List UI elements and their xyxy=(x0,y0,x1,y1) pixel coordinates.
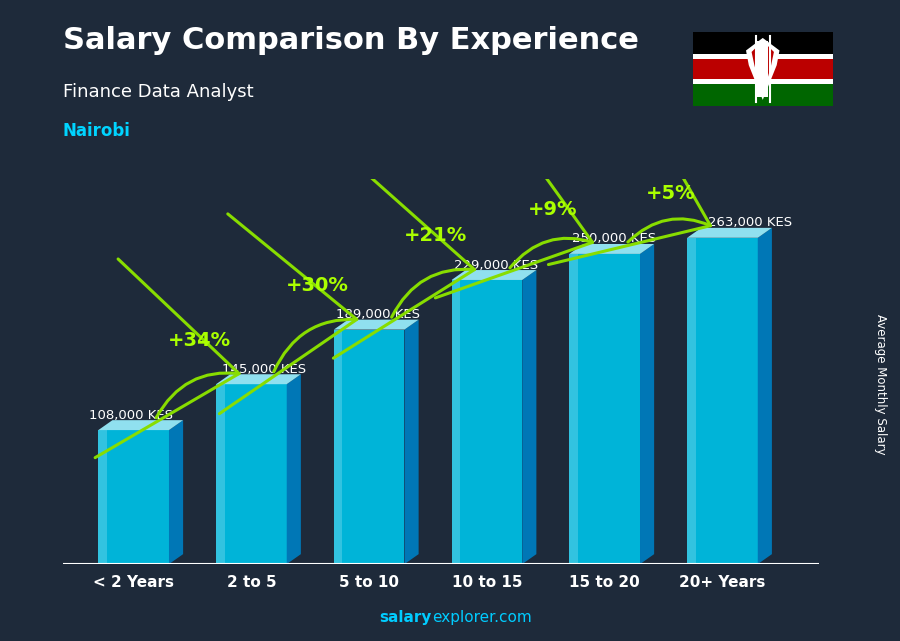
Text: +9%: +9% xyxy=(528,200,578,219)
FancyArrowPatch shape xyxy=(548,81,710,265)
Polygon shape xyxy=(687,228,772,238)
Bar xyxy=(693,32,832,54)
Text: Average Monthly Salary: Average Monthly Salary xyxy=(874,314,886,455)
Polygon shape xyxy=(452,280,522,564)
Polygon shape xyxy=(687,238,696,564)
Polygon shape xyxy=(334,320,418,329)
Polygon shape xyxy=(452,270,536,280)
Polygon shape xyxy=(334,329,342,564)
Bar xyxy=(693,58,832,79)
Bar xyxy=(693,54,832,58)
Polygon shape xyxy=(334,329,404,564)
Polygon shape xyxy=(570,254,578,564)
Polygon shape xyxy=(169,420,183,564)
Text: explorer.com: explorer.com xyxy=(432,610,532,625)
Polygon shape xyxy=(216,384,287,564)
Polygon shape xyxy=(287,374,301,564)
Text: Nairobi: Nairobi xyxy=(63,122,130,140)
Polygon shape xyxy=(98,420,183,430)
Polygon shape xyxy=(752,41,774,96)
Text: +21%: +21% xyxy=(403,226,467,246)
Polygon shape xyxy=(570,254,640,564)
Text: 263,000 KES: 263,000 KES xyxy=(708,216,792,229)
FancyArrowPatch shape xyxy=(436,107,592,298)
Polygon shape xyxy=(216,374,301,384)
Text: salary: salary xyxy=(380,610,432,625)
Text: 108,000 KES: 108,000 KES xyxy=(89,408,173,422)
Text: +5%: +5% xyxy=(646,184,696,203)
Text: +34%: +34% xyxy=(168,331,231,349)
Text: 229,000 KES: 229,000 KES xyxy=(454,258,538,272)
Text: 189,000 KES: 189,000 KES xyxy=(337,308,420,321)
FancyArrowPatch shape xyxy=(95,259,239,458)
Polygon shape xyxy=(404,320,419,564)
Polygon shape xyxy=(216,384,225,564)
Polygon shape xyxy=(758,228,772,564)
Text: 145,000 KES: 145,000 KES xyxy=(222,363,306,376)
Text: 250,000 KES: 250,000 KES xyxy=(572,233,656,246)
Text: Finance Data Analyst: Finance Data Analyst xyxy=(63,83,254,101)
FancyArrowPatch shape xyxy=(333,159,474,358)
Polygon shape xyxy=(522,270,536,564)
Polygon shape xyxy=(640,244,654,564)
Polygon shape xyxy=(570,244,654,254)
Polygon shape xyxy=(98,430,169,564)
Text: Salary Comparison By Experience: Salary Comparison By Experience xyxy=(63,26,639,54)
Polygon shape xyxy=(452,280,460,564)
FancyArrowPatch shape xyxy=(220,214,356,413)
Bar xyxy=(693,83,832,106)
Polygon shape xyxy=(687,238,758,564)
Bar xyxy=(693,79,832,83)
FancyBboxPatch shape xyxy=(690,31,835,107)
Bar xyxy=(757,41,769,97)
Text: +30%: +30% xyxy=(286,276,349,295)
Polygon shape xyxy=(746,38,779,100)
Polygon shape xyxy=(98,430,107,564)
